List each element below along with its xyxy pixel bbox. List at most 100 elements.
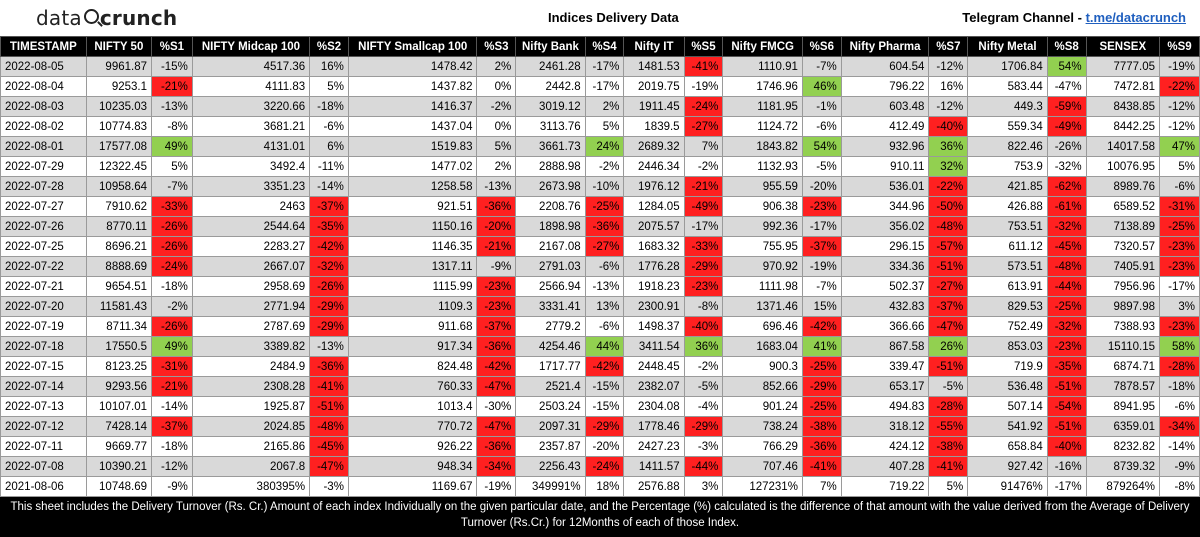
value-cell: 9293.56 [85,376,153,397]
value-cell: 7777.05 [1085,56,1161,77]
column-header: Nifty Pharma [840,36,930,57]
value-cell: 1111.98 [722,276,803,297]
table-row: 2022-07-29 12322.45 5% 3492.4 -11% 1477.02 2% 2… [0,156,1200,177]
value-cell: 9897.98 [1085,296,1161,317]
value-cell: 2463 [191,196,311,217]
percent-cell: -17% [683,216,724,237]
percent-cell: -42% [476,356,517,377]
value-cell: 1416.37 [347,96,478,117]
percent-cell: -12% [928,56,969,77]
percent-cell: -8% [683,296,724,317]
value-cell: 8739.32 [1085,456,1161,477]
percent-cell: -25% [1159,216,1200,237]
value-cell: 349991% [515,476,586,497]
percent-cell: -7% [151,176,193,197]
percent-cell: -16% [1046,456,1087,477]
percent-cell: -6% [801,116,842,137]
value-cell: 127231% [722,476,803,497]
percent-cell: -14% [309,176,349,197]
percent-cell: -38% [801,416,842,437]
table-row: 2022-08-02 10774.83 -8% 3681.21 -6% 1437.04 0%… [0,116,1200,137]
telegram-link[interactable]: t.me/datacrunch [1085,10,1186,25]
telegram-channel: Telegram Channel - t.me/datacrunch [962,10,1186,25]
percent-cell: 32% [928,156,969,177]
date-cell: 2022-07-21 [0,276,87,297]
percent-cell: -2% [683,356,724,377]
value-cell: 653.17 [840,376,930,397]
percent-cell: -19% [683,76,724,97]
table-row: 2022-07-22 8888.69 -24% 2667.07 -32% 1317.11-… [0,256,1200,277]
date-cell: 2022-07-27 [0,196,87,217]
percent-cell: -14% [151,396,193,417]
percent-cell: -23% [683,276,724,297]
column-header: NIFTY Smallcap 100 [347,36,478,57]
value-cell: 3220.66 [191,96,311,117]
percent-cell: -59% [1046,96,1087,117]
percent-cell: 18% [584,476,625,497]
value-cell: 1776.28 [623,256,685,277]
value-cell: 1481.53 [623,56,685,77]
value-cell: 852.66 [722,376,803,397]
value-cell: 2689.32 [623,136,685,157]
value-cell: 10958.64 [85,176,153,197]
percent-cell: -23% [801,196,842,217]
date-cell: 2022-07-29 [0,156,87,177]
percent-cell: 3% [1159,296,1200,317]
value-cell: 10748.69 [85,476,153,497]
value-cell: 2791.03 [515,256,586,277]
percent-cell: -20% [801,176,842,197]
percent-cell: 58% [1159,336,1200,357]
value-cell: 583.44 [967,76,1048,97]
value-cell: 2448.45 [623,356,685,377]
value-cell: 2503.24 [515,396,586,417]
table-row: 2022-08-04 9253.1 -21% 4111.83 5% 1437.82 0% 24… [0,76,1200,97]
percent-cell: -23% [476,276,517,297]
value-cell: 1477.02 [347,156,478,177]
value-cell: 970.92 [722,256,803,277]
percent-cell: 5% [151,156,193,177]
value-cell: 1115.99 [347,276,478,297]
value-cell: 4517.36 [191,56,311,77]
value-cell: 2521.4 [515,376,586,397]
percent-cell: 5% [584,116,625,137]
value-cell: 829.53 [967,296,1048,317]
date-cell: 2022-08-02 [0,116,87,137]
value-cell: 2771.94 [191,296,311,317]
table-row: 2022-07-15 8123.25 -31% 2484.9 -36% 824.48 -42… [0,356,1200,377]
value-cell: 1181.95 [722,96,803,117]
value-cell: 2779.2 [515,316,586,337]
value-cell: 658.84 [967,436,1048,457]
percent-cell: -24% [151,256,193,277]
value-cell: 992.36 [722,216,803,237]
value-cell: 824.48 [347,356,478,377]
value-cell: 334.36 [840,256,930,277]
percent-cell: -35% [1046,356,1087,377]
column-header: %S3 [476,36,517,57]
percent-cell: 41% [801,336,842,357]
percent-cell: -10% [584,176,625,197]
value-cell: 696.46 [722,316,803,337]
percent-cell: -41% [309,376,349,397]
percent-cell: 7% [683,136,724,157]
table-row: 2022-08-03 10235.03 -13% 3220.66 -18% 1416.37… [0,96,1200,117]
value-cell: 752.49 [967,316,1048,337]
percent-cell: -17% [1046,476,1087,497]
percent-cell: -51% [1046,376,1087,397]
percent-cell: -14% [1159,436,1200,457]
percent-cell: -27% [928,276,969,297]
value-cell: 7472.81 [1085,76,1161,97]
table-row: 2022-08-01 17577.08 49% 4131.01 6% 1519.83 5% 3… [0,136,1200,157]
percent-cell: -50% [928,196,969,217]
value-cell: 412.49 [840,116,930,137]
value-cell: 1898.98 [515,216,586,237]
value-cell: 822.46 [967,136,1048,157]
percent-cell: 26% [928,336,969,357]
percent-cell: -25% [801,396,842,417]
value-cell: 1146.35 [347,236,478,257]
percent-cell: -30% [476,396,517,417]
value-cell: 760.33 [347,376,478,397]
percent-cell: -29% [801,376,842,397]
date-cell: 2022-07-28 [0,176,87,197]
value-cell: 766.29 [722,436,803,457]
percent-cell: -49% [1046,116,1087,137]
